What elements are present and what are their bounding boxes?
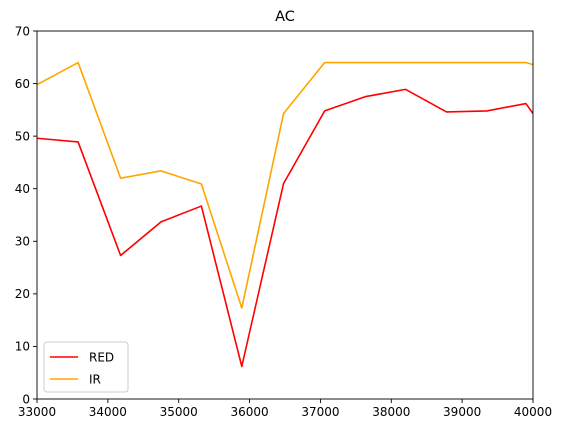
y-tick-label: 20 <box>15 287 30 301</box>
y-tick-label: 0 <box>22 392 30 406</box>
y-tick-label: 40 <box>15 182 30 196</box>
y-tick-label: 70 <box>15 24 30 38</box>
y-tick-label: 30 <box>15 235 30 249</box>
legend-box <box>43 341 129 393</box>
series-line-red <box>37 88 533 368</box>
legend-label-ir: IR <box>89 372 101 386</box>
series-layer <box>37 61 533 368</box>
plot-frame <box>36 30 534 400</box>
x-tick-label: 33000 <box>18 405 56 419</box>
x-tick-label: 39000 <box>443 405 481 419</box>
legend: RED IR <box>43 341 129 393</box>
series-line-ir <box>37 61 533 309</box>
x-tick-label: 34000 <box>89 405 127 419</box>
x-tick-label: 40000 <box>514 405 552 419</box>
x-tick-label: 37000 <box>301 405 339 419</box>
y-tick-label: 60 <box>15 77 30 91</box>
x-tick-label: 35000 <box>160 405 198 419</box>
x-tick-label: 38000 <box>372 405 410 419</box>
x-tick-label: 36000 <box>230 405 268 419</box>
chart-title: AC <box>275 9 295 25</box>
y-tick-label: 10 <box>15 340 30 354</box>
legend-label-red: RED <box>89 350 114 364</box>
axes-layer: 33000 34000 35000 36000 37000 38000 39000 40000… <box>15 24 552 419</box>
y-tick-label: 50 <box>15 129 30 143</box>
